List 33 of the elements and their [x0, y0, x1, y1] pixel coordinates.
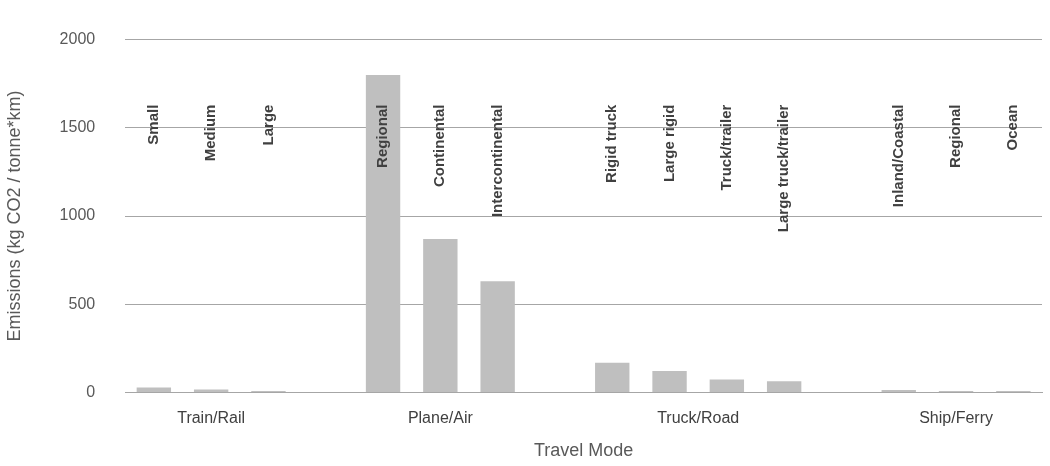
x-tick-label: Ocean: [1003, 104, 1021, 151]
bar: [652, 370, 687, 392]
bar: [709, 379, 745, 392]
bar: [766, 381, 802, 392]
text: Truck/Road: [657, 408, 740, 426]
bar: [423, 238, 458, 392]
bar: [595, 362, 630, 392]
x-axis-title: Travel Mode: [533, 440, 634, 461]
y-tick-label: 500: [68, 294, 96, 312]
x-tick-label: Regional: [946, 104, 964, 168]
x-tick-label: Large: [258, 104, 276, 146]
x-tick-label: Small: [143, 104, 161, 145]
y-axis-title: Emissions (kg CO2 / tonne*km): [3, 90, 24, 342]
x-tick-label: Truck/trailer: [716, 104, 734, 191]
y-tick-label: 1000: [59, 206, 96, 224]
y-tick-label: 1500: [59, 118, 96, 136]
x-tick-label: Large truck/trailer: [774, 104, 792, 233]
x-tick-label: Continental: [430, 104, 448, 188]
text: Plane/Air: [407, 408, 474, 426]
x-tick-label: Rigid truck: [602, 103, 620, 183]
x-tick-label: Large rigid: [659, 104, 677, 183]
bar: [365, 74, 401, 392]
bar: [136, 387, 172, 392]
x-tick-label: Medium: [201, 104, 219, 162]
y-tick-label: 2000: [59, 30, 96, 48]
bar: [480, 281, 515, 392]
x-tick-label: Inland/Coastal: [888, 104, 906, 208]
x-tick-label: Intercontinental: [487, 104, 505, 218]
bar: [193, 389, 229, 392]
x-tick-label: Regional: [373, 104, 391, 168]
text: Train/Rail: [177, 408, 246, 426]
text: Ship/Ferry: [919, 408, 993, 426]
y-tick-label: 0: [86, 382, 96, 400]
